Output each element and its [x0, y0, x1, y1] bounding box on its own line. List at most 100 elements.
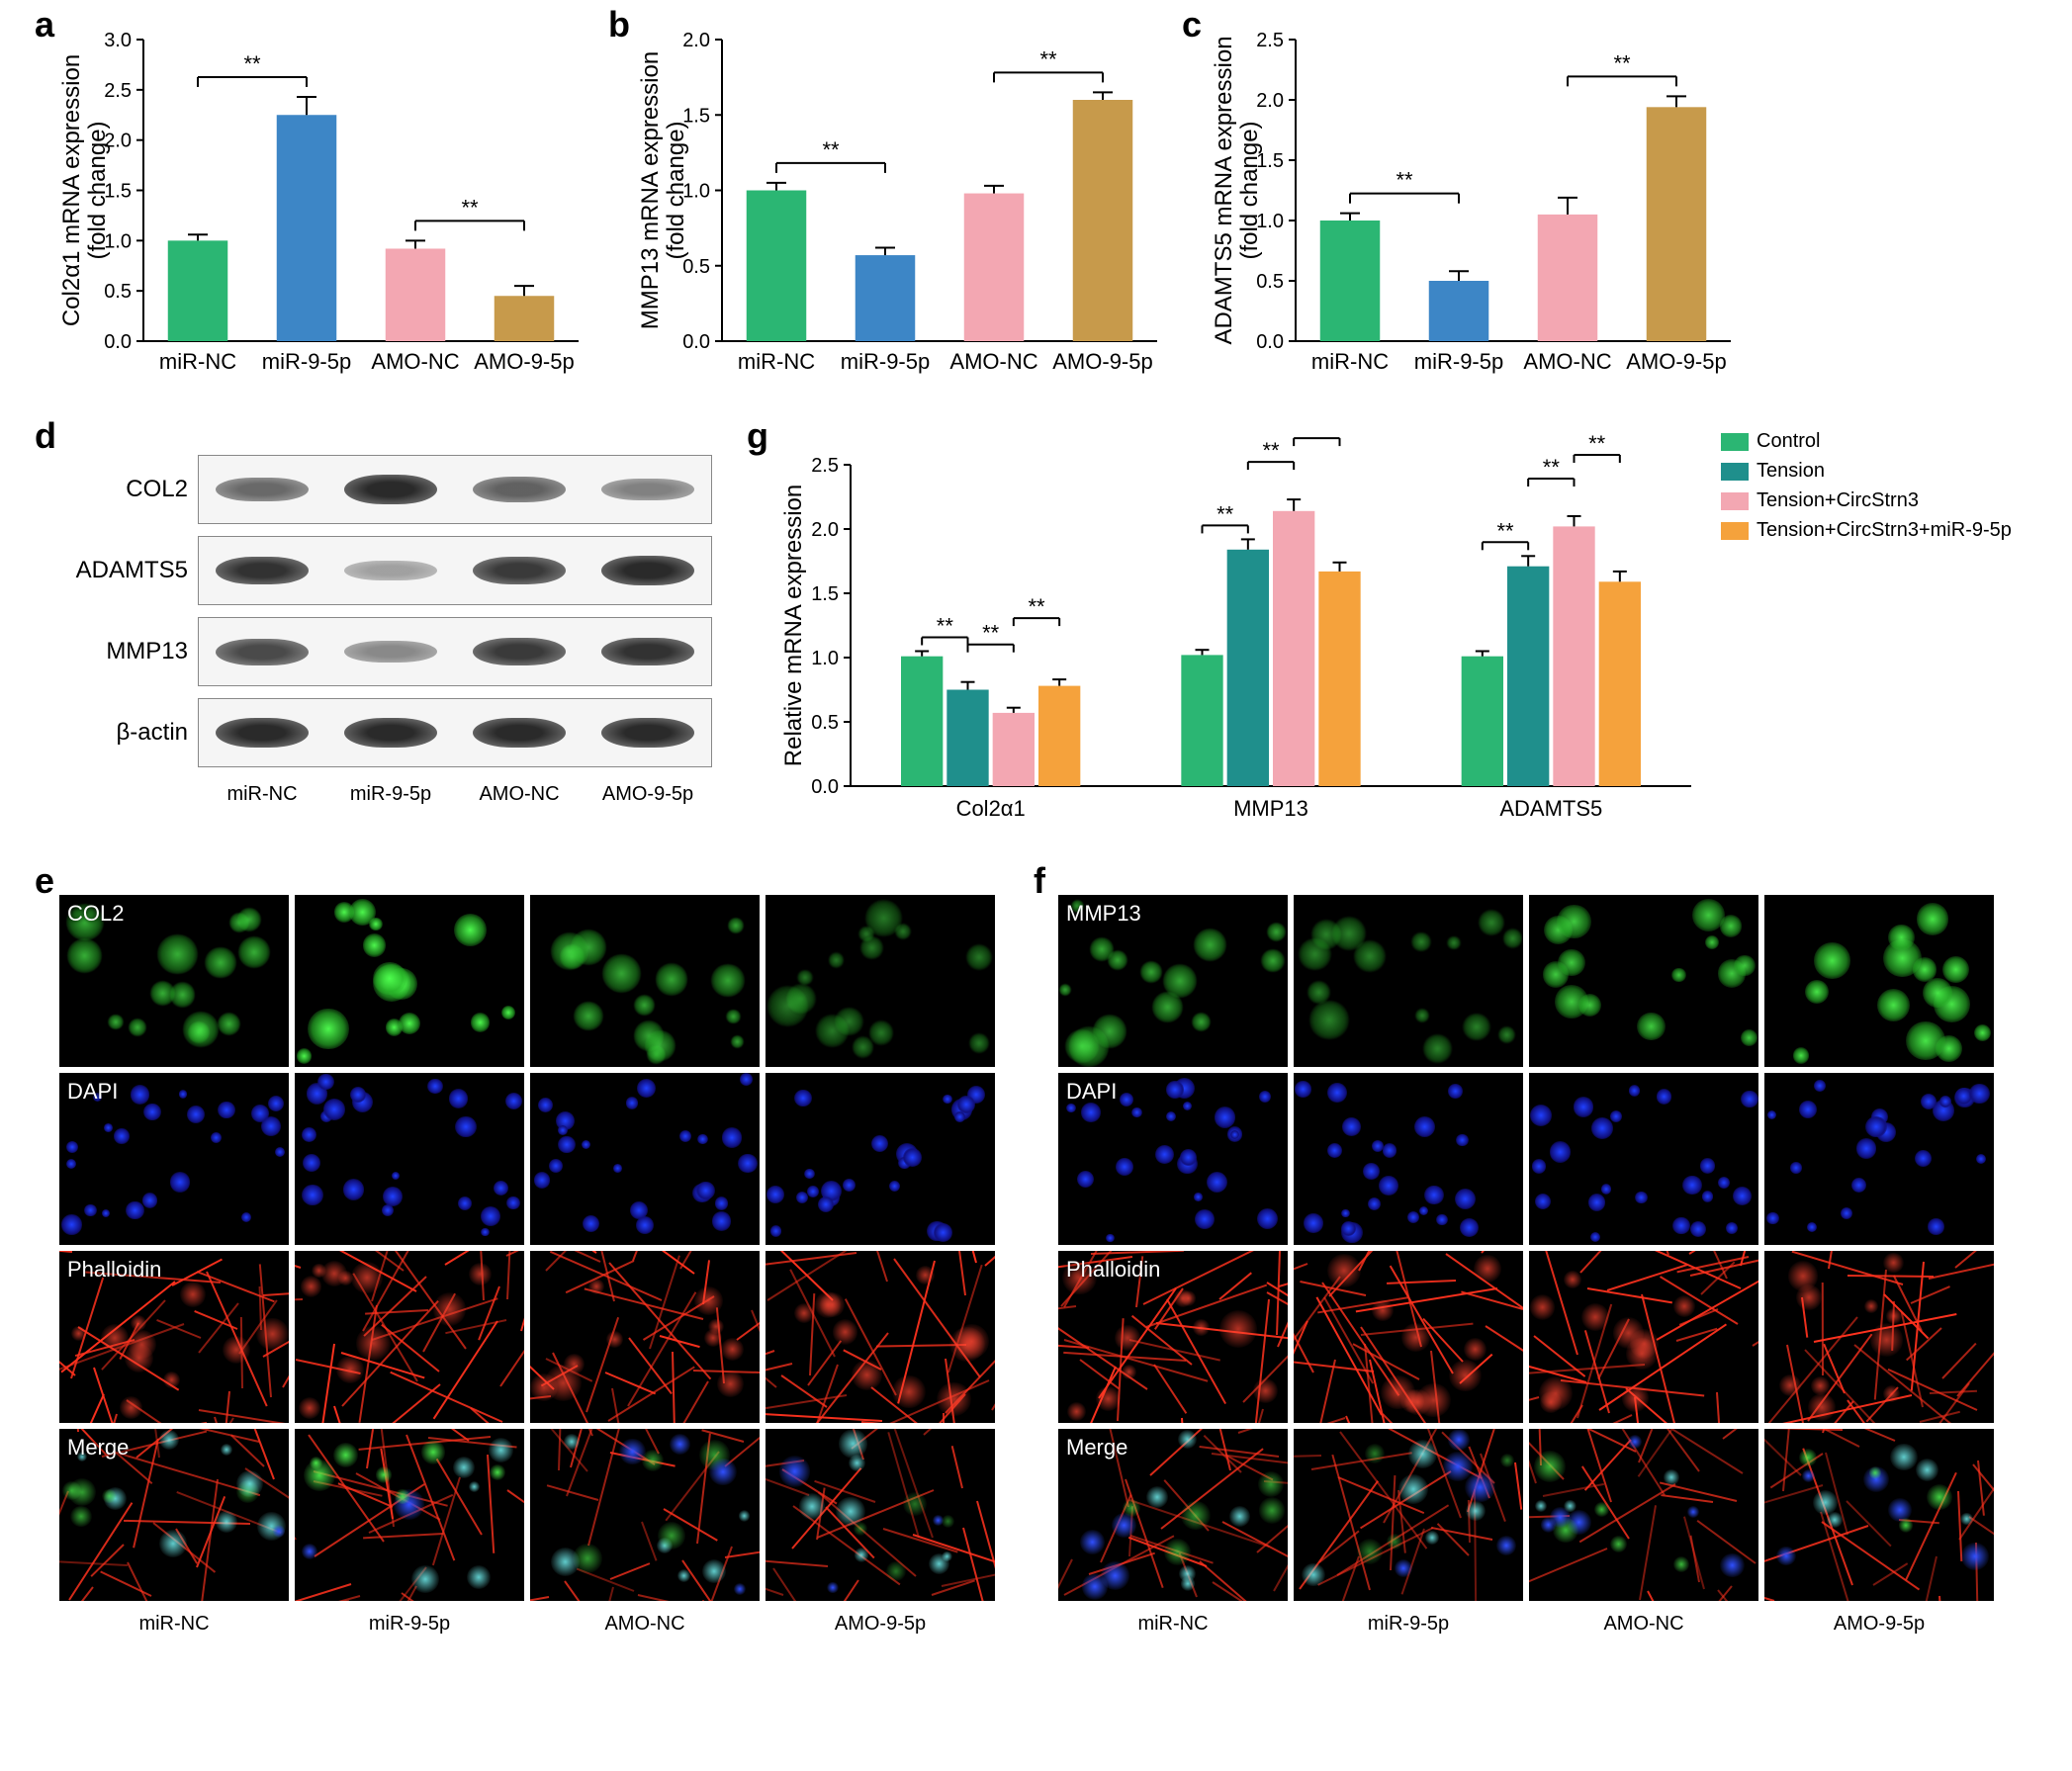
band-1-1	[344, 561, 437, 580]
legend-item-0: Control	[1721, 430, 1820, 453]
svg-text:0.0: 0.0	[811, 776, 839, 798]
band-0-2	[473, 477, 566, 501]
if-row-label-1: DAPI	[1066, 1079, 1117, 1105]
legend-swatch-2	[1721, 492, 1749, 510]
bar-g-0-0	[901, 657, 943, 786]
svg-text:(fold change): (fold change)	[84, 121, 111, 259]
svg-text:3.0: 3.0	[104, 30, 132, 51]
bar-g-2-1	[1507, 567, 1549, 786]
legend-label-3: Tension+CircStrn3+miR-9-5p	[1757, 519, 2012, 542]
svg-text:AMO-NC: AMO-NC	[949, 349, 1037, 374]
if-cell-3-2	[530, 1429, 760, 1601]
panel-label-g: g	[747, 415, 768, 457]
legend-swatch-0	[1721, 433, 1749, 451]
band-3-3	[601, 718, 694, 747]
svg-text:(fold change): (fold change)	[1236, 121, 1263, 259]
if-cell-2-2	[530, 1251, 760, 1423]
bar-g-0-1	[946, 690, 988, 787]
panel-label-b: b	[608, 4, 630, 45]
bar-chart-b-2	[964, 194, 1025, 341]
svg-text:**: **	[1543, 455, 1561, 480]
chart-c: 0.00.51.01.52.02.5miR-NCmiR-9-5pAMO-NCAM…	[1207, 20, 1741, 396]
svg-text:**: **	[1588, 435, 1606, 456]
svg-text:0.0: 0.0	[1256, 331, 1284, 353]
legend-swatch-3	[1721, 522, 1749, 540]
svg-text:**: **	[982, 621, 1000, 646]
svg-text:2.5: 2.5	[104, 80, 132, 102]
bar-g-2-3	[1599, 581, 1641, 786]
svg-text:miR-9-5p: miR-9-5p	[262, 349, 351, 374]
if-col-label-3: AMO-9-5p	[1764, 1613, 1994, 1636]
svg-text:**: **	[1496, 518, 1514, 543]
band-2-3	[601, 638, 694, 666]
blot-col-label-3: AMO-9-5p	[584, 783, 712, 806]
svg-text:**: **	[1216, 501, 1234, 526]
if-col-label-3: AMO-9-5p	[766, 1613, 995, 1636]
band-0-3	[601, 479, 694, 501]
band-3-2	[473, 718, 566, 747]
svg-text:**: **	[1308, 435, 1326, 439]
if-cell-0-2	[530, 895, 760, 1067]
panel-label-e: e	[35, 860, 54, 902]
svg-text:0.0: 0.0	[682, 331, 710, 353]
blot-row-label-0: COL2	[40, 476, 188, 503]
svg-text:Col2α1 mRNA expression: Col2α1 mRNA expression	[58, 54, 85, 326]
svg-text:2.0: 2.0	[1256, 90, 1284, 112]
if-cell-2-2	[1529, 1251, 1758, 1423]
svg-text:2.5: 2.5	[1256, 30, 1284, 51]
svg-text:MMP13 mRNA expression: MMP13 mRNA expression	[637, 51, 664, 329]
blot-row-label-2: MMP13	[40, 638, 188, 665]
if-cell-1-3	[766, 1073, 995, 1245]
if-col-label-1: miR-9-5p	[295, 1613, 524, 1636]
band-1-2	[473, 557, 566, 584]
svg-text:1.0: 1.0	[811, 648, 839, 669]
svg-text:**: **	[1613, 50, 1631, 75]
bar-g-2-2	[1553, 526, 1594, 786]
svg-text:2.0: 2.0	[682, 30, 710, 51]
svg-text:Col2α1: Col2α1	[956, 796, 1026, 821]
if-cell-0-2	[1529, 895, 1758, 1067]
if-col-label-2: AMO-NC	[1529, 1613, 1758, 1636]
svg-text:0.5: 0.5	[104, 281, 132, 303]
if-cell-3-3	[1764, 1429, 1994, 1601]
svg-text:**: **	[1028, 594, 1045, 619]
if-cell-1-1	[1294, 1073, 1523, 1245]
if-col-label-0: miR-NC	[59, 1613, 289, 1636]
svg-text:ADAMTS5: ADAMTS5	[1499, 796, 1602, 821]
bar-chart-a-2	[386, 248, 446, 341]
bar-g-1-3	[1318, 572, 1360, 786]
svg-text:**: **	[822, 137, 840, 162]
band-3-1	[344, 718, 437, 747]
svg-text:1.5: 1.5	[811, 583, 839, 605]
if-grid-e: COL2DAPIPhalloidinMergemiR-NCmiR-9-5pAMO…	[59, 895, 1009, 1686]
svg-text:miR-NC: miR-NC	[159, 349, 236, 374]
blot-col-label-1: miR-9-5p	[326, 783, 455, 806]
legend-label-1: Tension	[1757, 460, 1825, 483]
if-cell-0-1	[295, 895, 524, 1067]
if-cell-1-2	[1529, 1073, 1758, 1245]
if-row-label-1: DAPI	[67, 1079, 118, 1105]
bar-g-1-2	[1273, 511, 1314, 786]
band-3-0	[216, 718, 309, 747]
bar-chart-a-1	[277, 115, 337, 341]
bar-chart-b-3	[1073, 100, 1133, 341]
svg-text:Relative mRNA expression: Relative mRNA expression	[781, 485, 807, 766]
svg-text:AMO-NC: AMO-NC	[1523, 349, 1611, 374]
if-cell-2-3	[1764, 1251, 1994, 1423]
band-2-2	[473, 638, 566, 665]
if-cell-3-1	[1294, 1429, 1523, 1601]
chart-a: 0.00.51.01.52.02.53.0miR-NCmiR-9-5pAMO-N…	[54, 20, 588, 396]
if-grid-f: MMP13DAPIPhalloidinMergemiR-NCmiR-9-5pAM…	[1058, 895, 2008, 1686]
if-row-label-2: Phalloidin	[1066, 1257, 1160, 1283]
svg-text:**: **	[1262, 438, 1280, 463]
svg-text:AMO-NC: AMO-NC	[371, 349, 459, 374]
if-cell-0-3	[766, 895, 995, 1067]
panel-label-d: d	[35, 415, 56, 457]
bar-chart-a-3	[495, 296, 555, 341]
if-cell-2-3	[766, 1251, 995, 1423]
bar-g-0-3	[1038, 686, 1080, 786]
if-row-label-0: MMP13	[1066, 901, 1141, 927]
svg-text:miR-9-5p: miR-9-5p	[841, 349, 930, 374]
blot-col-label-2: AMO-NC	[455, 783, 584, 806]
band-1-0	[216, 557, 309, 585]
